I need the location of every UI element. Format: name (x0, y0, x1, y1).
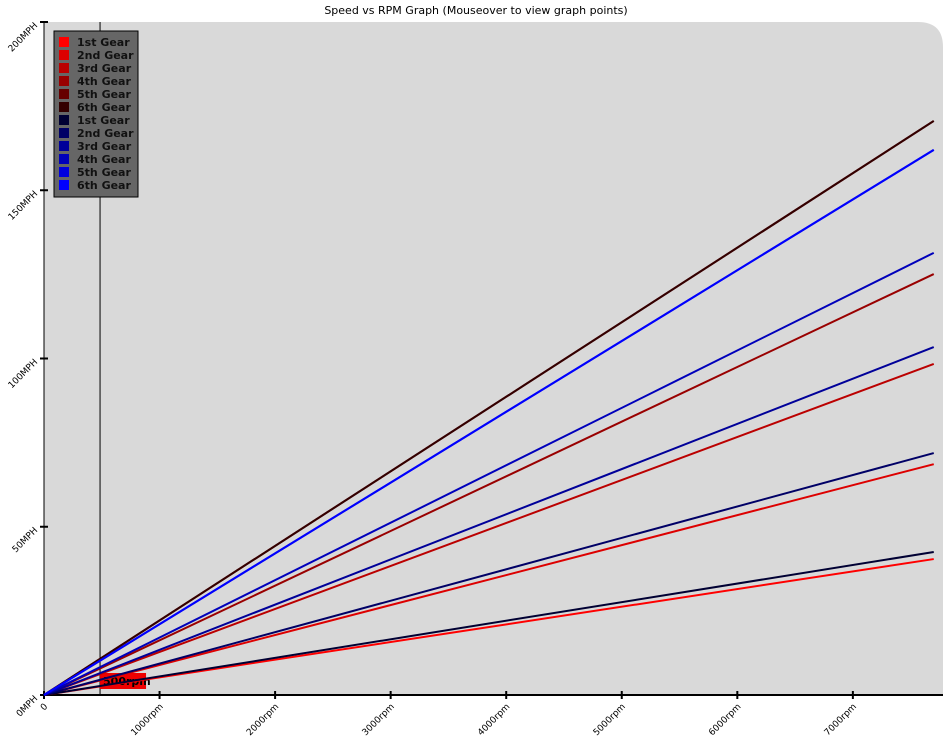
plot-area (44, 22, 943, 695)
legend-swatch (59, 180, 69, 190)
legend-label: 4th Gear (77, 153, 131, 166)
series-line (43, 273, 935, 696)
x-tick-label: 2000rpm (245, 702, 281, 738)
series-line (43, 362, 935, 696)
x-tick-label: 0 (39, 702, 50, 713)
legend-label: 6th Gear (77, 101, 131, 114)
legend-swatch (59, 89, 69, 99)
legend-label: 6th Gear (77, 179, 131, 192)
series-line (43, 251, 935, 696)
legend-swatch (59, 141, 69, 151)
legend-swatch (59, 167, 69, 177)
x-tick-label: 1000rpm (130, 702, 166, 738)
y-tick-label: 50MPH (11, 526, 40, 555)
legend-swatch (59, 37, 69, 47)
chart-title: Speed vs RPM Graph (Mouseover to view gr… (324, 4, 627, 17)
series-line (43, 452, 935, 696)
legend-label: 2nd Gear (77, 127, 134, 140)
legend-swatch (59, 63, 69, 73)
legend-label: 2nd Gear (77, 49, 134, 62)
legend-swatch (59, 50, 69, 60)
legend-label: 3rd Gear (77, 62, 132, 75)
legend-swatch (59, 102, 69, 112)
legend-label: 1st Gear (77, 114, 130, 127)
series-line (43, 558, 934, 696)
series-line (43, 120, 935, 696)
legend-label: 1st Gear (77, 36, 130, 49)
y-tick-label: 150MPH (7, 189, 40, 222)
series-line (43, 346, 935, 696)
legend-swatch (59, 76, 69, 86)
y-tick-label: 0MPH (15, 694, 40, 719)
x-tick-label: 3000rpm (361, 702, 397, 738)
x-tick-label: 6000rpm (707, 702, 743, 738)
legend-swatch (59, 154, 69, 164)
legend-swatch (59, 115, 69, 125)
legend-swatch (59, 128, 69, 138)
series-line (43, 463, 935, 696)
legend-label: 3rd Gear (77, 140, 132, 153)
series-line (43, 149, 935, 696)
x-tick-label: 4000rpm (476, 702, 512, 738)
y-tick-label: 200MPH (7, 21, 40, 54)
legend-label: 5th Gear (77, 88, 131, 101)
series-line (43, 550, 934, 696)
x-tick-label: 7000rpm (823, 702, 859, 738)
legend-label: 5th Gear (77, 166, 131, 179)
x-tick-label: 5000rpm (592, 702, 628, 738)
y-tick-label: 100MPH (7, 358, 40, 391)
legend-label: 4th Gear (77, 75, 131, 88)
